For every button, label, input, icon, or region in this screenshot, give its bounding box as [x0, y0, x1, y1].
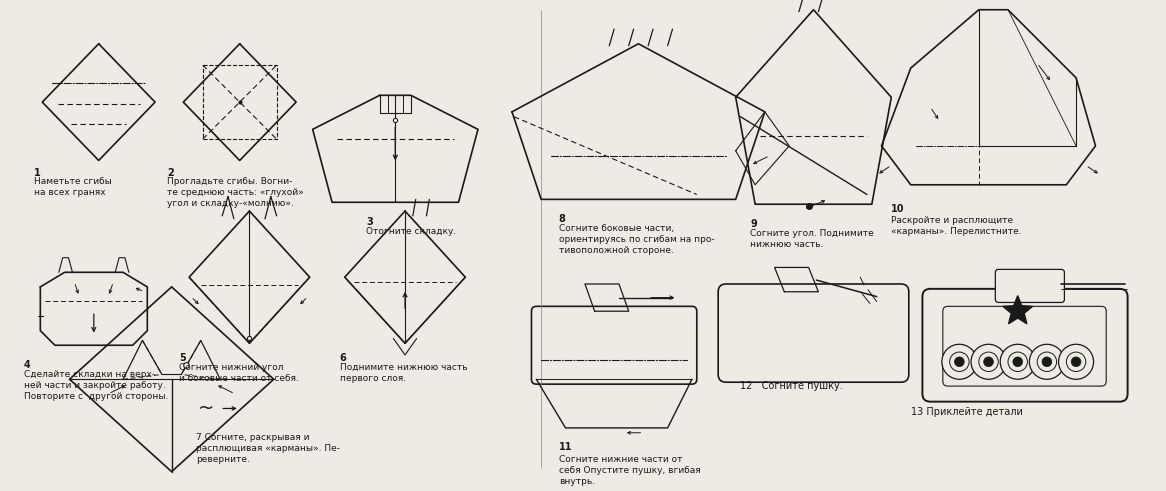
Circle shape: [1059, 344, 1094, 379]
Circle shape: [971, 344, 1006, 379]
Polygon shape: [1003, 296, 1033, 324]
Text: Согните угол. Поднимите
нижнюю часть.: Согните угол. Поднимите нижнюю часть.: [750, 228, 874, 248]
Circle shape: [1072, 357, 1081, 367]
Circle shape: [1013, 357, 1023, 367]
Text: 9: 9: [750, 219, 757, 229]
Circle shape: [1042, 357, 1052, 367]
Text: Сделайте складки на верх-
ней части и закройте работу.
Повторите с  другой сторо: Сделайте складки на верх- ней части и за…: [23, 370, 168, 401]
Text: Согните нижний угол
и боковые части от себя.: Согните нижний угол и боковые части от с…: [180, 363, 300, 383]
Text: 3: 3: [366, 217, 373, 227]
Circle shape: [1030, 344, 1065, 379]
Text: 12   Согните пушку.: 12 Согните пушку.: [739, 381, 842, 391]
Circle shape: [1067, 352, 1086, 372]
Text: Согните нижние части от
себя Опустите пушку, вгибая
внутрь.: Согните нижние части от себя Опустите пу…: [559, 455, 701, 487]
FancyBboxPatch shape: [943, 306, 1107, 386]
Circle shape: [955, 357, 964, 367]
Text: 8: 8: [559, 214, 566, 224]
Text: Раскройте и расплющите
«карманы». Перелистните.: Раскройте и расплющите «карманы». Перели…: [891, 216, 1021, 236]
FancyBboxPatch shape: [996, 270, 1065, 302]
Text: 4: 4: [23, 360, 30, 370]
Text: 11: 11: [559, 442, 573, 453]
Circle shape: [1038, 352, 1056, 372]
Text: 1: 1: [34, 168, 41, 178]
Text: Поднимите нижнюю часть
первого слоя.: Поднимите нижнюю часть первого слоя.: [339, 363, 468, 383]
FancyBboxPatch shape: [532, 306, 697, 384]
Circle shape: [1007, 352, 1027, 372]
Text: 5: 5: [180, 353, 187, 363]
Text: ~: ~: [197, 399, 213, 418]
Text: 10: 10: [891, 204, 905, 214]
Text: Прогладьте сгибы. Вогни-
те среднюю часть: «глухой»
угол и складку-«молнию».: Прогладьте сгибы. Вогни- те среднюю част…: [167, 177, 303, 208]
FancyBboxPatch shape: [922, 289, 1128, 402]
Text: Согните боковые части,
ориентируясь по сгибам на про-
тивоположной стороне.: Согните боковые части, ориентируясь по с…: [559, 224, 715, 255]
Circle shape: [984, 357, 993, 367]
Circle shape: [1000, 344, 1035, 379]
Circle shape: [942, 344, 977, 379]
Circle shape: [978, 352, 998, 372]
Text: 2: 2: [167, 168, 174, 178]
FancyBboxPatch shape: [718, 284, 908, 382]
Circle shape: [949, 352, 969, 372]
Text: Отогните складку.: Отогните складку.: [366, 227, 456, 236]
Text: 13 Приклейте детали: 13 Приклейте детали: [911, 407, 1023, 416]
Text: Наметьте сгибы
на всех гранях: Наметьте сгибы на всех гранях: [34, 177, 111, 197]
Text: 6: 6: [339, 353, 346, 363]
Text: 7 Согните, раскрывая и
расплющивая «карманы». Пе-
реверните.: 7 Согните, раскрывая и расплющивая «карм…: [196, 433, 340, 464]
